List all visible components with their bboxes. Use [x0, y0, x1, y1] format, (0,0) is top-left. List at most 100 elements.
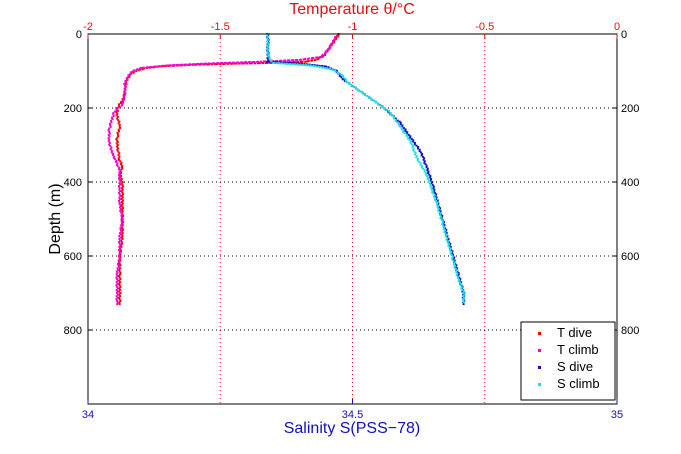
- data-point: [124, 80, 127, 82]
- data-point: [357, 89, 360, 92]
- data-point: [445, 231, 448, 234]
- data-point: [115, 298, 118, 301]
- data-point: [331, 68, 334, 71]
- data-point: [447, 238, 450, 240]
- data-point: [461, 298, 464, 301]
- data-point: [328, 47, 331, 50]
- data-point: [339, 72, 342, 75]
- data-point: [341, 78, 344, 81]
- data-point: [393, 116, 396, 119]
- data-point: [436, 203, 439, 206]
- data-point: [329, 68, 332, 71]
- data-point: [379, 104, 382, 107]
- data-point: [304, 60, 307, 63]
- data-point: [121, 188, 124, 191]
- data-point: [251, 61, 254, 63]
- data-point: [266, 34, 269, 37]
- data-point: [321, 55, 324, 58]
- data-point: [442, 227, 445, 230]
- data-point: [115, 138, 118, 141]
- data-point: [122, 93, 125, 96]
- data-point: [321, 65, 324, 68]
- data-point: [107, 137, 110, 140]
- data-point: [116, 285, 119, 288]
- data-point: [427, 181, 430, 183]
- data-point: [121, 167, 124, 170]
- data-point: [431, 184, 434, 187]
- data-point: [352, 85, 355, 88]
- data-point: [120, 102, 122, 105]
- data-point: [433, 191, 436, 194]
- legend-marker-t-dive: [538, 332, 541, 335]
- data-point: [119, 180, 122, 183]
- data-point: [112, 156, 115, 159]
- data-point: [415, 155, 418, 158]
- data-point: [408, 139, 411, 141]
- data-point: [118, 166, 121, 169]
- data-point: [118, 253, 121, 256]
- data-point: [441, 214, 444, 217]
- data-point: [318, 56, 321, 59]
- left-tick-label: 600: [64, 251, 82, 263]
- data-point: [121, 218, 124, 220]
- data-point: [118, 196, 121, 199]
- data-point: [381, 106, 384, 109]
- data-point: [414, 153, 417, 156]
- data-point: [446, 241, 449, 244]
- data-point: [454, 264, 457, 267]
- data-point: [431, 191, 434, 194]
- data-point: [116, 278, 119, 281]
- data-point: [445, 234, 448, 236]
- bottom-axis-title: Salinity S(PSS−78): [284, 420, 421, 437]
- data-point: [462, 299, 465, 302]
- data-point: [411, 146, 414, 149]
- data-point: [120, 219, 123, 222]
- data-point: [115, 161, 118, 164]
- data-point: [330, 44, 333, 47]
- data-point: [269, 61, 272, 64]
- data-point: [122, 95, 125, 98]
- data-point: [118, 262, 121, 265]
- data-point: [278, 62, 281, 65]
- data-point: [428, 182, 431, 185]
- data-point: [413, 142, 416, 144]
- data-point: [337, 34, 340, 37]
- data-point: [118, 275, 120, 277]
- data-point: [118, 238, 121, 240]
- data-point: [321, 66, 324, 69]
- data-point: [118, 276, 121, 279]
- data-point: [120, 198, 123, 200]
- data-point: [121, 100, 124, 103]
- legend: T dive T climb S dive S climb: [520, 321, 616, 401]
- data-point: [327, 49, 330, 51]
- data-point: [418, 160, 421, 163]
- data-point: [130, 71, 133, 74]
- data-point: [452, 260, 455, 263]
- data-point: [116, 296, 119, 299]
- data-point: [433, 198, 436, 201]
- data-point: [419, 163, 422, 166]
- data-point: [461, 290, 464, 293]
- data-point: [121, 227, 124, 230]
- data-point: [116, 292, 119, 294]
- data-point: [409, 141, 412, 144]
- data-point: [291, 59, 293, 62]
- data-point: [455, 267, 458, 270]
- data-point: [120, 245, 123, 248]
- data-point: [121, 104, 123, 107]
- data-point: [108, 132, 111, 135]
- data-point: [117, 128, 120, 131]
- data-point: [457, 277, 459, 280]
- left-tick-label: 800: [64, 325, 82, 337]
- top-tick-label: 0: [614, 21, 620, 33]
- data-point: [118, 203, 121, 206]
- data-point: [345, 79, 347, 82]
- data-point: [119, 247, 122, 250]
- data-point: [432, 185, 435, 188]
- data-point: [453, 256, 456, 259]
- data-point: [348, 82, 351, 85]
- data-point: [116, 112, 119, 115]
- data-point: [110, 151, 113, 154]
- data-point: [119, 236, 122, 239]
- data-point: [370, 98, 373, 101]
